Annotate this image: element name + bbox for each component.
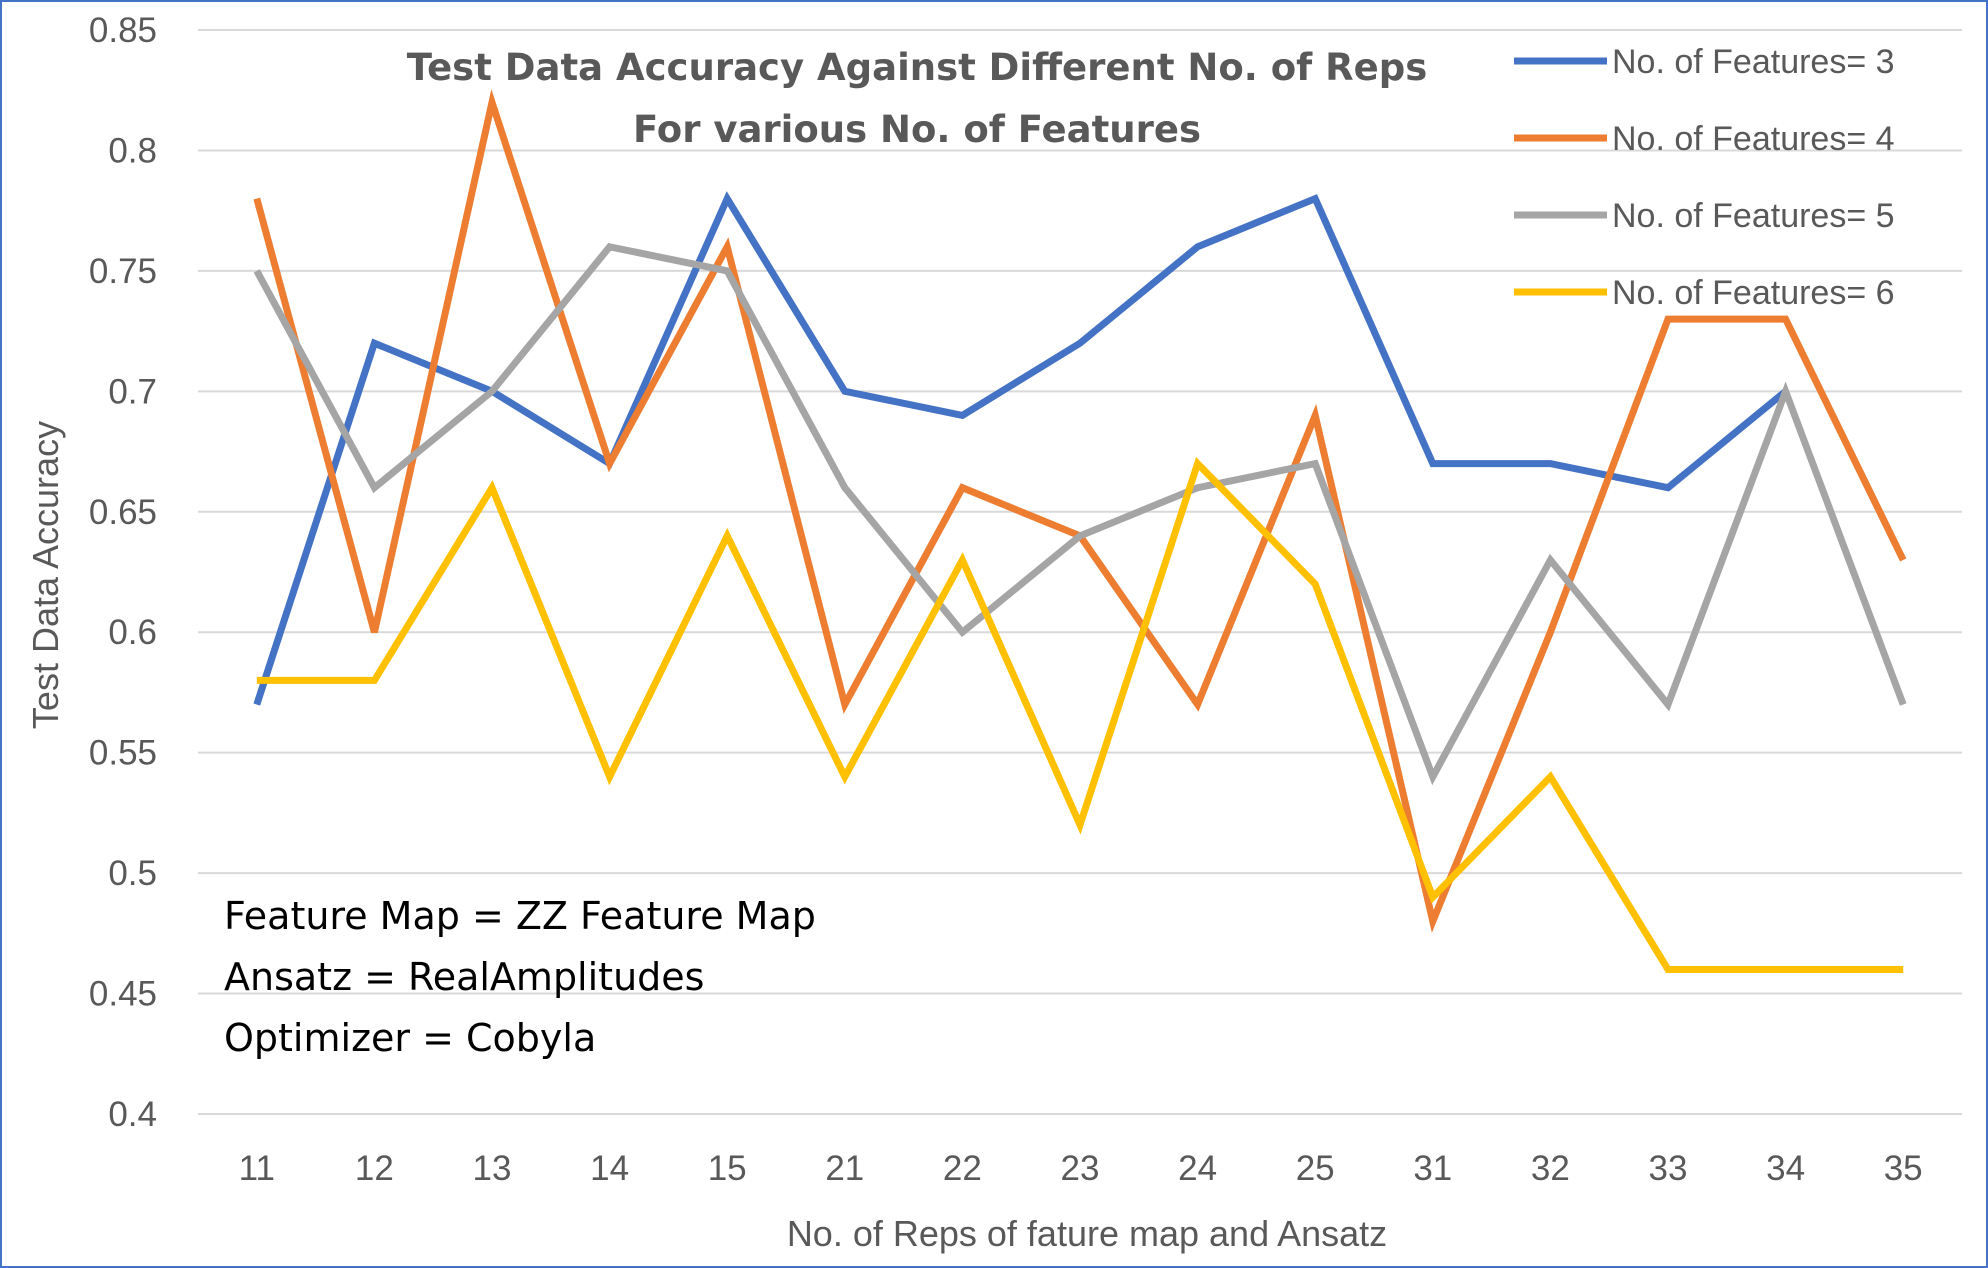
y-tick-label: 0.85	[89, 11, 157, 50]
legend-label: No. of Features= 4	[1612, 120, 1895, 158]
x-axis-title: No. of Reps of fature map and Ansatz	[787, 1213, 1387, 1254]
gridlines	[198, 29, 1962, 1115]
y-tick-label: 0.6	[108, 613, 157, 652]
legend-label: No. of Features= 5	[1612, 197, 1895, 235]
x-tick-label: 34	[1766, 1149, 1805, 1188]
x-tick-label: 22	[943, 1149, 982, 1188]
legend: No. of Features= 3 No. of Features= 4 No. …	[1514, 43, 1895, 312]
annotation-box: Feature Map = ZZ Feature Map Ansatz = Re…	[224, 894, 816, 1060]
x-tick-label: 25	[1296, 1149, 1335, 1188]
chart-subtitle: For various No. of Features	[633, 108, 1201, 151]
legend-label: No. of Features= 6	[1612, 274, 1895, 312]
series-line-1	[253, 191, 1788, 706]
y-tick-label: 0.55	[89, 734, 157, 773]
x-tick-label: 23	[1061, 1149, 1100, 1188]
y-tick-label: 0.75	[89, 252, 157, 291]
y-tick-label: 0.7	[108, 372, 157, 411]
series-line-4	[256, 457, 1904, 973]
y-tick-label: 0.8	[108, 131, 157, 170]
legend-label: No. of Features= 3	[1612, 43, 1895, 81]
x-tick-label: 11	[239, 1149, 275, 1188]
x-tick-label: 15	[708, 1149, 747, 1188]
y-tick-label: 0.65	[89, 493, 157, 532]
x-tick-label: 21	[825, 1149, 864, 1188]
y-tick-label: 0.4	[108, 1095, 157, 1134]
x-tick-label: 31	[1413, 1149, 1452, 1188]
annotation-ansatz: Ansatz = RealAmplitudes	[224, 955, 704, 999]
x-tick-label: 14	[590, 1149, 629, 1188]
x-tick-label: 35	[1884, 1149, 1923, 1188]
x-tick-label: 32	[1531, 1149, 1570, 1188]
chart-title: Test Data Accuracy Against Different No.…	[407, 46, 1427, 89]
series-line-3	[253, 242, 1907, 786]
y-axis-title: Test Data Accuracy	[25, 421, 66, 729]
x-tick-label: 12	[355, 1149, 394, 1188]
x-axis-ticks: 11 12 13 14 15 21 22 23 24 25 31 32 33 34 35	[239, 1149, 1923, 1188]
annotation-optimizer: Optimizer = Cobyla	[224, 1016, 596, 1060]
y-tick-label: 0.5	[108, 854, 157, 893]
y-axis-ticks: 0.85 0.8 0.75 0.7 0.65 0.6 0.55 0.5 0.45 0.4	[89, 11, 157, 1134]
x-tick-label: 13	[473, 1149, 512, 1188]
y-tick-label: 0.45	[89, 975, 157, 1014]
annotation-feature-map: Feature Map = ZZ Feature Map	[224, 894, 816, 938]
x-tick-label: 24	[1178, 1149, 1217, 1188]
series-lines	[253, 89, 1907, 973]
x-tick-label: 33	[1649, 1149, 1688, 1188]
